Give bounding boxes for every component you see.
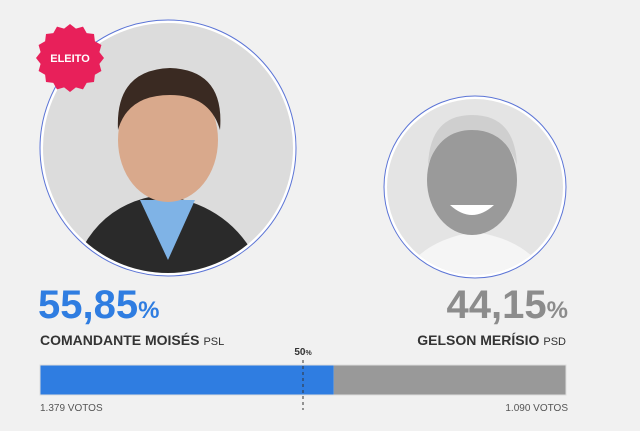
candidate-photo — [383, 95, 567, 279]
votes: 1.090 VOTOS — [505, 403, 568, 414]
bar-segment — [333, 365, 566, 395]
percent: 44,15% — [447, 283, 568, 327]
elected-badge: ELEITO — [36, 24, 104, 92]
percent: 55,85% — [38, 283, 159, 327]
name: GELSON MERÍSIO — [417, 332, 539, 348]
candidate-name: COMANDANTE MOISÉS PSL — [40, 332, 224, 348]
candidate-photo — [39, 19, 297, 277]
percent-value: 44,15 — [447, 283, 547, 327]
threshold-label: 50% — [294, 347, 312, 358]
threshold-value: 50 — [294, 347, 306, 358]
percent-unit: % — [547, 297, 568, 324]
party: PSL — [203, 336, 224, 348]
threshold-unit: % — [305, 350, 312, 357]
bar-frame — [39, 364, 567, 396]
party: PSD — [543, 336, 566, 348]
percent-value: 55,85 — [38, 283, 138, 327]
name: COMANDANTE MOISÉS — [40, 332, 199, 348]
badge-label: ELEITO — [50, 53, 90, 65]
votes: 1.379 VOTOS — [40, 403, 103, 414]
percent-unit: % — [138, 297, 159, 324]
bar-segment — [40, 365, 334, 395]
candidate-name: GELSON MERÍSIO PSD — [417, 332, 566, 348]
